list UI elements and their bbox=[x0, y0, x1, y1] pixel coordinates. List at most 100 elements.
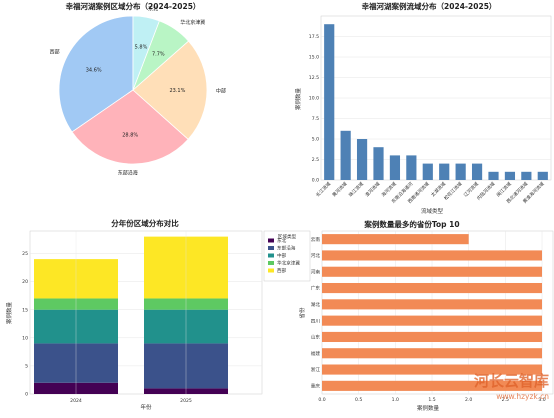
watermark-url: www.hzyzk.cn bbox=[496, 392, 549, 401]
pie-slice bbox=[132, 40, 208, 140]
basin-bar bbox=[389, 155, 401, 180]
province-bar bbox=[322, 250, 542, 261]
legend-swatch bbox=[268, 268, 274, 273]
basin-title: 幸福河湖案例流域分布（2024-2025） bbox=[362, 1, 497, 11]
province-bar bbox=[322, 234, 469, 245]
basin-bar bbox=[340, 130, 351, 180]
province-bar bbox=[322, 331, 542, 343]
pie-category-label: 东部沿海 bbox=[118, 170, 138, 177]
legend-swatch bbox=[268, 246, 274, 250]
legend-label: 东部沿海 bbox=[277, 245, 296, 252]
basin-bar bbox=[324, 24, 335, 181]
legend-swatch bbox=[268, 261, 274, 265]
province-bars: 0.0 0.5 1.0 1.5 2.0 2.5 3.0 云南河北河南广东湖北四川山东福建浙江重… bbox=[311, 231, 546, 403]
year-ytick: 0 bbox=[25, 392, 28, 398]
pie-category-label: 中部 bbox=[216, 87, 226, 94]
province-xtick: 1.0 bbox=[392, 397, 399, 403]
province-bar bbox=[322, 315, 542, 326]
pie-pct-label: 7.7% bbox=[152, 52, 165, 58]
pie-chart: 34.6% 西部 28.8% 东部沿海 23.1% 中部 7.7% 华北京津冀 5.8% 东北 bbox=[50, 6, 226, 177]
year-xtick: 2025 bbox=[180, 398, 192, 404]
province-xtick: 2.5 bbox=[502, 397, 509, 403]
pie-panel: 幸福河湖案例区域分布（2024-2025） 34.6% 西部 28.8% 东部沿海 23… bbox=[50, 1, 226, 177]
pie-slice bbox=[71, 89, 189, 165]
province-xtick: 0.0 bbox=[318, 397, 325, 403]
province-ytick: 河北 bbox=[311, 252, 321, 259]
province-title: 案例数量最多的省份Top 10 bbox=[363, 219, 459, 229]
province-ytick: 河南 bbox=[311, 268, 321, 275]
basin-bar-panel: 幸福河湖案例流域分布（2024-2025） 0.0 2.5 5.0 7.5 10.0 12… bbox=[294, 1, 552, 215]
province-xtick: 0.5 bbox=[355, 397, 362, 403]
basin-xlabel: 流域类型 bbox=[421, 207, 444, 215]
basin-bar bbox=[471, 163, 483, 180]
watermark: 河长云智库 www.hzyzk.cn bbox=[474, 372, 549, 401]
basin-ytick: 12.5 bbox=[309, 75, 319, 81]
pie-category-label: 华北京津冀 bbox=[180, 19, 205, 26]
legend-label: 中部 bbox=[277, 252, 287, 259]
province-xtick: 3.0 bbox=[538, 397, 545, 403]
province-xlabel: 案例数量 bbox=[417, 404, 440, 412]
pie-slice bbox=[132, 15, 160, 91]
basin-bar bbox=[488, 171, 499, 180]
year-title: 分年份区域分布对比 bbox=[111, 218, 179, 228]
province-bar bbox=[322, 348, 542, 359]
basin-bar bbox=[455, 163, 466, 180]
province-ytick: 重庆 bbox=[311, 382, 321, 389]
year-ytick: 10 bbox=[22, 335, 28, 341]
basin-ytick: 17.5 bbox=[309, 34, 319, 40]
basin-ytick: 7.5 bbox=[312, 116, 319, 122]
pie-category-label: 东北 bbox=[148, 6, 158, 13]
basin-ytick: 0.0 bbox=[312, 178, 319, 184]
province-xtick: 1.5 bbox=[428, 397, 435, 403]
province-ytick: 四川 bbox=[311, 318, 321, 324]
basin-ytick: 2.5 bbox=[312, 157, 319, 163]
watermark-title: 河长云智库 bbox=[474, 372, 549, 390]
year-ylabel: 案例数量 bbox=[5, 302, 13, 325]
pie-slice bbox=[58, 15, 134, 133]
legend-title: 区域类型 bbox=[278, 233, 297, 240]
province-bar bbox=[322, 266, 542, 277]
pie-title: 幸福河湖案例区域分布（2024-2025） bbox=[66, 1, 201, 11]
basin-bar bbox=[422, 163, 433, 180]
legend-label: 华北京津冀 bbox=[277, 260, 300, 267]
basin-bar bbox=[439, 163, 450, 180]
year-ytick: 15 bbox=[22, 307, 28, 313]
year-ytick: 25 bbox=[22, 251, 28, 257]
province-bar bbox=[322, 364, 542, 375]
province-bar-panel: 案例数量最多的省份Top 10 0.0 0.5 1.0 1.5 2.0 2.5 3.0 云南河… bbox=[298, 219, 554, 412]
province-ytick: 浙江 bbox=[311, 366, 321, 373]
pie-category-label: 西部 bbox=[50, 48, 60, 55]
legend-label: 东北 bbox=[277, 237, 287, 244]
basin-bar bbox=[406, 155, 417, 180]
basin-bar bbox=[356, 139, 368, 180]
year-ytick: 5 bbox=[25, 363, 28, 369]
province-ytick: 山东 bbox=[311, 334, 321, 341]
province-bar bbox=[322, 299, 542, 310]
year-xlabel: 年份 bbox=[140, 403, 152, 411]
basin-bar bbox=[537, 171, 548, 180]
legend-swatch bbox=[268, 253, 274, 258]
basin-ytick: 5.0 bbox=[312, 137, 319, 143]
province-xtick: 2.0 bbox=[465, 397, 472, 403]
pie-pct-label: 34.6% bbox=[86, 67, 102, 73]
pie-pct-label: 5.8% bbox=[135, 44, 148, 50]
basin-bar bbox=[373, 147, 384, 180]
pie-pct-label: 23.1% bbox=[169, 88, 185, 94]
province-ytick: 广东 bbox=[311, 285, 321, 292]
basin-bar bbox=[504, 171, 516, 180]
province-bar bbox=[322, 380, 542, 391]
year-ytick: 20 bbox=[22, 279, 28, 285]
province-ylabel: 省份 bbox=[298, 307, 306, 319]
legend-swatch bbox=[268, 238, 274, 243]
basin-bar bbox=[521, 171, 532, 180]
legend-label: 西部 bbox=[277, 267, 287, 274]
basin-ylabel: 案例数量 bbox=[294, 88, 302, 111]
province-ytick: 福建 bbox=[311, 350, 321, 357]
province-ytick: 湖北 bbox=[311, 301, 321, 308]
basin-ytick: 10.0 bbox=[309, 96, 319, 102]
